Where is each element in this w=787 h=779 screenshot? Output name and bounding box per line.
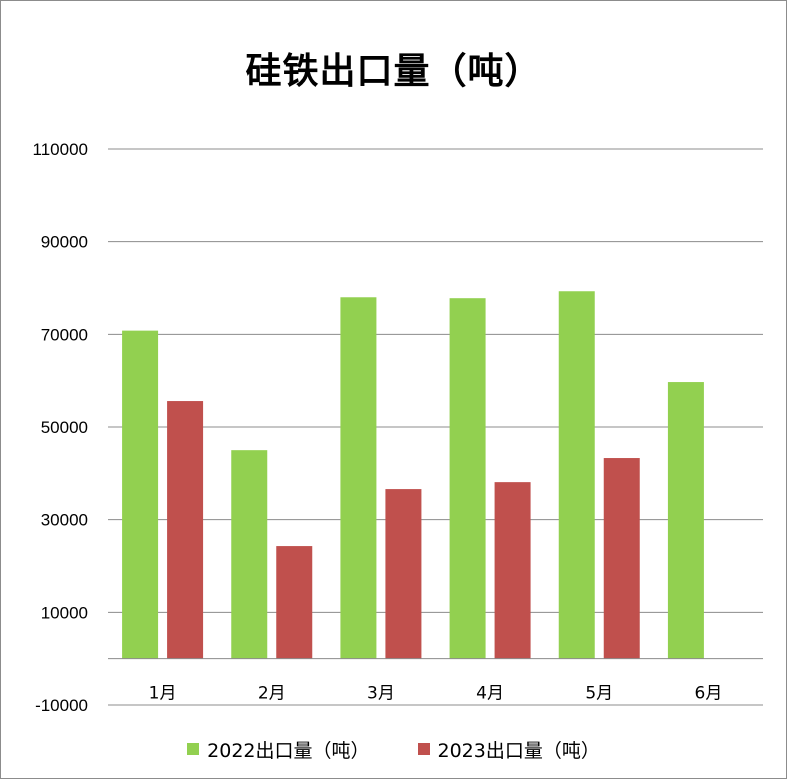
legend: 2022出口量（吨） 2023出口量（吨） (0, 736, 787, 762)
bar-2022-6 (667, 382, 704, 659)
x-tick-label: 1月 (149, 684, 177, 704)
y-tick-label: 70000 (41, 325, 88, 344)
x-tick-label: 2月 (258, 684, 286, 704)
bars (122, 291, 704, 659)
x-tick-label: 6月 (695, 684, 723, 704)
y-axis-tick-labels: -10000 10000 30000 50000 70000 90000 110000 (33, 140, 88, 715)
bar-2022-2 (231, 450, 268, 659)
legend-item-2022: 2022出口量（吨） (187, 736, 370, 763)
chart-title: 硅铁出口量（吨） (245, 51, 542, 92)
bar-2022-3 (340, 297, 377, 659)
bar-2022-4 (449, 298, 486, 659)
legend-item-2023: 2023出口量（吨） (417, 736, 600, 763)
y-tick-label: 90000 (41, 233, 88, 252)
bar-2022-5 (558, 291, 595, 659)
x-tick-label: 5月 (585, 684, 613, 704)
bar-2023-5 (603, 458, 640, 659)
gridlines (108, 148, 763, 706)
y-tick-label: 30000 (41, 511, 88, 530)
bar-2022-1 (122, 330, 159, 659)
y-tick-label: 10000 (41, 603, 88, 622)
bar-2023-2 (276, 546, 313, 659)
y-tick-label: -10000 (35, 696, 88, 715)
bar-2023-3 (385, 489, 422, 659)
legend-label-2023: 2023出口量（吨） (437, 739, 600, 762)
legend-swatch-2022 (187, 743, 200, 755)
legend-swatch-2023 (417, 743, 430, 755)
bar-2023-1 (167, 401, 204, 659)
y-tick-label: 110000 (33, 140, 88, 159)
legend-label-2022: 2022出口量（吨） (207, 739, 370, 762)
bar-2023-4 (494, 482, 531, 659)
y-tick-label: 50000 (41, 418, 88, 437)
x-tick-label: 4月 (476, 684, 504, 704)
x-tick-label: 3月 (367, 684, 395, 704)
x-axis-tick-labels: 1月 2月 3月 4月 5月 6月 (149, 684, 723, 704)
